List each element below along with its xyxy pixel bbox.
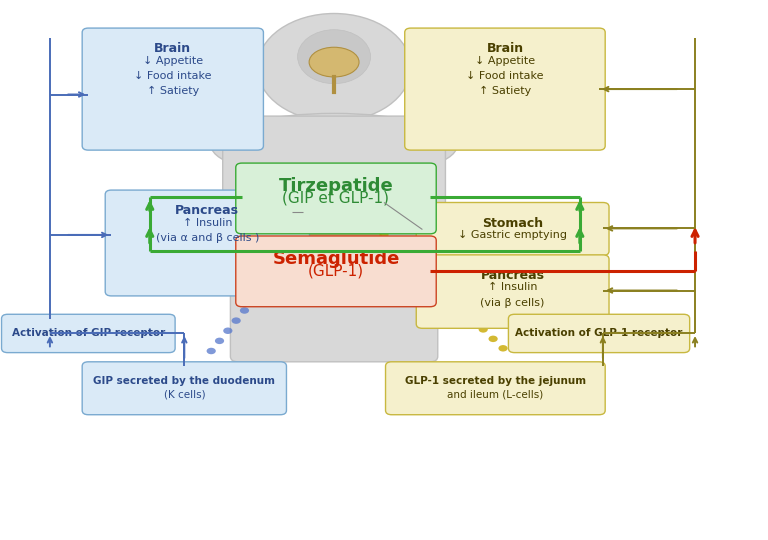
- Text: ↓ Gastric emptying: ↓ Gastric emptying: [458, 230, 567, 240]
- Text: (via β cells): (via β cells): [481, 298, 545, 308]
- Text: ↓ Food intake: ↓ Food intake: [466, 71, 544, 81]
- FancyBboxPatch shape: [105, 190, 310, 296]
- Circle shape: [498, 345, 508, 352]
- Ellipse shape: [297, 30, 370, 84]
- Text: Tirzepatide: Tirzepatide: [279, 177, 393, 195]
- Ellipse shape: [211, 113, 457, 178]
- Circle shape: [248, 297, 257, 303]
- FancyBboxPatch shape: [405, 28, 605, 150]
- Circle shape: [488, 335, 498, 342]
- Text: ↑ Insulin: ↑ Insulin: [183, 218, 232, 228]
- FancyBboxPatch shape: [82, 28, 263, 150]
- FancyBboxPatch shape: [230, 248, 438, 362]
- FancyBboxPatch shape: [416, 255, 609, 328]
- Text: ↓ Appetite: ↓ Appetite: [143, 56, 203, 66]
- Text: Semaglutide: Semaglutide: [273, 250, 399, 268]
- Text: Activation of GIP receptor: Activation of GIP receptor: [12, 328, 165, 339]
- Ellipse shape: [284, 203, 323, 218]
- Ellipse shape: [301, 216, 382, 265]
- Text: (via α and β cells ): (via α and β cells ): [156, 233, 259, 243]
- Circle shape: [257, 287, 266, 294]
- Ellipse shape: [301, 181, 359, 213]
- Text: Activation of GLP-1 receptor: Activation of GLP-1 receptor: [515, 328, 683, 339]
- Text: Stomach: Stomach: [482, 217, 543, 230]
- Circle shape: [399, 251, 409, 257]
- Circle shape: [449, 298, 458, 305]
- Circle shape: [478, 326, 488, 333]
- Circle shape: [265, 277, 274, 284]
- Text: ↑ Satiety: ↑ Satiety: [147, 86, 199, 96]
- Circle shape: [458, 307, 468, 314]
- Ellipse shape: [257, 14, 411, 122]
- Circle shape: [379, 232, 389, 238]
- FancyBboxPatch shape: [416, 202, 609, 255]
- Circle shape: [409, 260, 419, 267]
- Circle shape: [215, 338, 224, 344]
- FancyBboxPatch shape: [82, 362, 286, 415]
- Text: Brain: Brain: [486, 42, 524, 55]
- Circle shape: [419, 269, 429, 276]
- Text: ↓ Appetite: ↓ Appetite: [475, 56, 535, 66]
- Circle shape: [232, 318, 241, 324]
- Circle shape: [223, 327, 233, 334]
- Circle shape: [389, 241, 399, 247]
- FancyBboxPatch shape: [236, 163, 436, 234]
- Circle shape: [273, 267, 283, 273]
- Ellipse shape: [309, 47, 359, 77]
- Circle shape: [306, 226, 316, 233]
- Circle shape: [429, 279, 439, 286]
- FancyBboxPatch shape: [386, 362, 605, 415]
- Text: ↑ Satiety: ↑ Satiety: [478, 86, 531, 96]
- Text: ↓ Food intake: ↓ Food intake: [134, 71, 211, 81]
- Text: ↑ Insulin: ↑ Insulin: [488, 282, 538, 293]
- Circle shape: [290, 246, 299, 253]
- FancyBboxPatch shape: [223, 116, 445, 278]
- Circle shape: [240, 307, 249, 314]
- Text: Brain: Brain: [154, 42, 191, 55]
- Text: (K cells): (K cells): [164, 389, 205, 400]
- FancyBboxPatch shape: [2, 314, 175, 353]
- FancyBboxPatch shape: [236, 236, 436, 307]
- FancyBboxPatch shape: [508, 314, 690, 353]
- Text: (GIP et GLP-1): (GIP et GLP-1): [283, 191, 389, 206]
- Text: GIP secreted by the duodenum: GIP secreted by the duodenum: [94, 376, 275, 386]
- Text: GLP-1 secreted by the jejunum: GLP-1 secreted by the jejunum: [405, 376, 586, 386]
- Text: (GLP-1): (GLP-1): [308, 264, 364, 279]
- Circle shape: [207, 348, 216, 354]
- Circle shape: [298, 237, 307, 243]
- Circle shape: [282, 256, 291, 263]
- Circle shape: [468, 316, 478, 323]
- Text: Pancreas: Pancreas: [175, 204, 240, 217]
- Text: and ileum (L-cells): and ileum (L-cells): [447, 389, 544, 400]
- Text: Pancreas: Pancreas: [481, 269, 545, 282]
- Circle shape: [439, 288, 448, 295]
